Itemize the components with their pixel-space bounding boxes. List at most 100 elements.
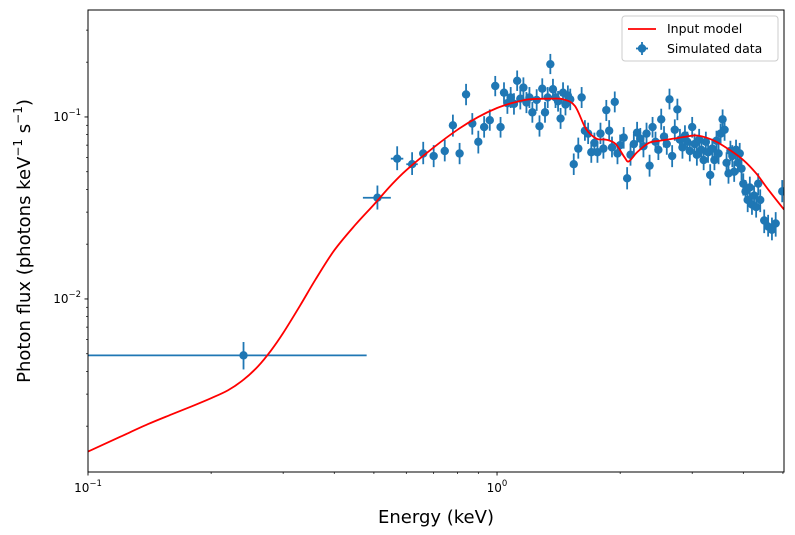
data-point-marker (596, 129, 605, 138)
data-point (519, 77, 528, 99)
data-point-marker (474, 137, 483, 147)
data-point-marker (610, 97, 619, 107)
data-point-marker (491, 81, 500, 91)
data-point-marker (737, 164, 746, 173)
data-point-marker (528, 108, 537, 117)
data-point (440, 139, 449, 162)
data-point-marker (506, 93, 515, 102)
data-point (778, 180, 784, 203)
data-point (667, 145, 677, 168)
data-point (670, 119, 679, 141)
model-layer (88, 97, 784, 453)
data-point-marker (645, 161, 654, 170)
data-point-marker (745, 183, 755, 192)
data-point-marker (607, 143, 617, 152)
data-point (645, 154, 654, 177)
data-point (496, 116, 505, 138)
data-point (532, 89, 541, 111)
data-point-marker (496, 122, 505, 132)
data-point-marker (599, 144, 608, 153)
x-tick-label-0-exp: −1 (89, 479, 102, 489)
legend-model-label: Input model (667, 21, 742, 36)
x-tick-label-1-base: 10 (487, 481, 502, 495)
data-point (546, 53, 555, 75)
data-point (461, 83, 471, 106)
plot-frame (87, 9, 785, 473)
data-point (714, 142, 723, 165)
y-axis-label-mid: s (14, 124, 35, 139)
data-point (610, 91, 619, 113)
data-point (687, 116, 697, 138)
data-point-marker (543, 93, 552, 102)
data-point (720, 119, 729, 141)
y-tick-label-1-exp: −1 (68, 108, 81, 118)
data-point-marker (778, 187, 784, 196)
data-point-marker (485, 115, 494, 125)
data-point-marker (720, 125, 729, 135)
data-point-marker (590, 138, 599, 148)
data-point-marker (556, 114, 565, 123)
data-point (767, 217, 777, 241)
data-point-marker (767, 225, 777, 234)
data-point (665, 88, 674, 110)
data-point-marker (662, 139, 671, 149)
y-axis-label-sup1: −1 (11, 139, 25, 157)
data-point (629, 133, 639, 155)
data-point (596, 122, 605, 145)
data-point-marker (756, 195, 765, 205)
data-point-marker (665, 95, 674, 104)
data-point (607, 136, 617, 158)
data-point-marker (392, 154, 402, 163)
data-point (577, 87, 586, 109)
data-point-marker (540, 108, 550, 117)
data-point (556, 108, 565, 129)
data-point-marker (479, 122, 489, 132)
data-point-marker (710, 155, 719, 165)
data-point (619, 127, 628, 149)
data-point-marker (535, 121, 544, 131)
model-line (88, 97, 784, 453)
data-layer (88, 53, 784, 370)
y-tick-label-0: 10−2 (53, 290, 81, 306)
data-point (455, 142, 464, 165)
data-point-marker (699, 155, 708, 165)
data-point (540, 101, 550, 123)
data-point-marker (760, 216, 769, 225)
y-axis (84, 29, 88, 427)
data-point-marker (239, 351, 248, 360)
y-axis-label-end: ) (14, 99, 35, 106)
data-point-marker (670, 125, 679, 135)
data-point (538, 78, 547, 100)
legend-data-label: Simulated data (667, 41, 762, 56)
data-point (390, 146, 404, 171)
data-point (474, 130, 483, 154)
legend: Input model Simulated data (621, 15, 779, 62)
y-tick-label-1: 10−1 (53, 108, 81, 124)
data-point (419, 141, 428, 165)
data-point (362, 185, 391, 210)
data-point-marker (729, 167, 739, 176)
data-point-marker (642, 129, 651, 138)
data-point-marker (685, 146, 695, 156)
data-point-marker (512, 76, 522, 86)
data-point-marker (440, 146, 449, 156)
data-point-marker (636, 134, 645, 143)
data-point-marker (604, 126, 614, 135)
data-point-marker (687, 122, 697, 132)
data-point-marker (622, 174, 632, 183)
data-point-marker (455, 149, 464, 158)
data-point-marker (753, 179, 763, 188)
x-tick-label-0: 10−1 (74, 479, 102, 495)
data-point (771, 212, 780, 237)
legend-box (621, 15, 779, 62)
data-point (657, 108, 666, 130)
y-tick-label-1-base: 10 (53, 110, 68, 124)
data-point (535, 115, 544, 137)
data-point (569, 153, 578, 175)
data-point (654, 139, 663, 161)
data-point-marker (373, 193, 382, 202)
data-point (499, 82, 509, 104)
data-point (673, 98, 682, 121)
data-point-marker (538, 84, 547, 93)
